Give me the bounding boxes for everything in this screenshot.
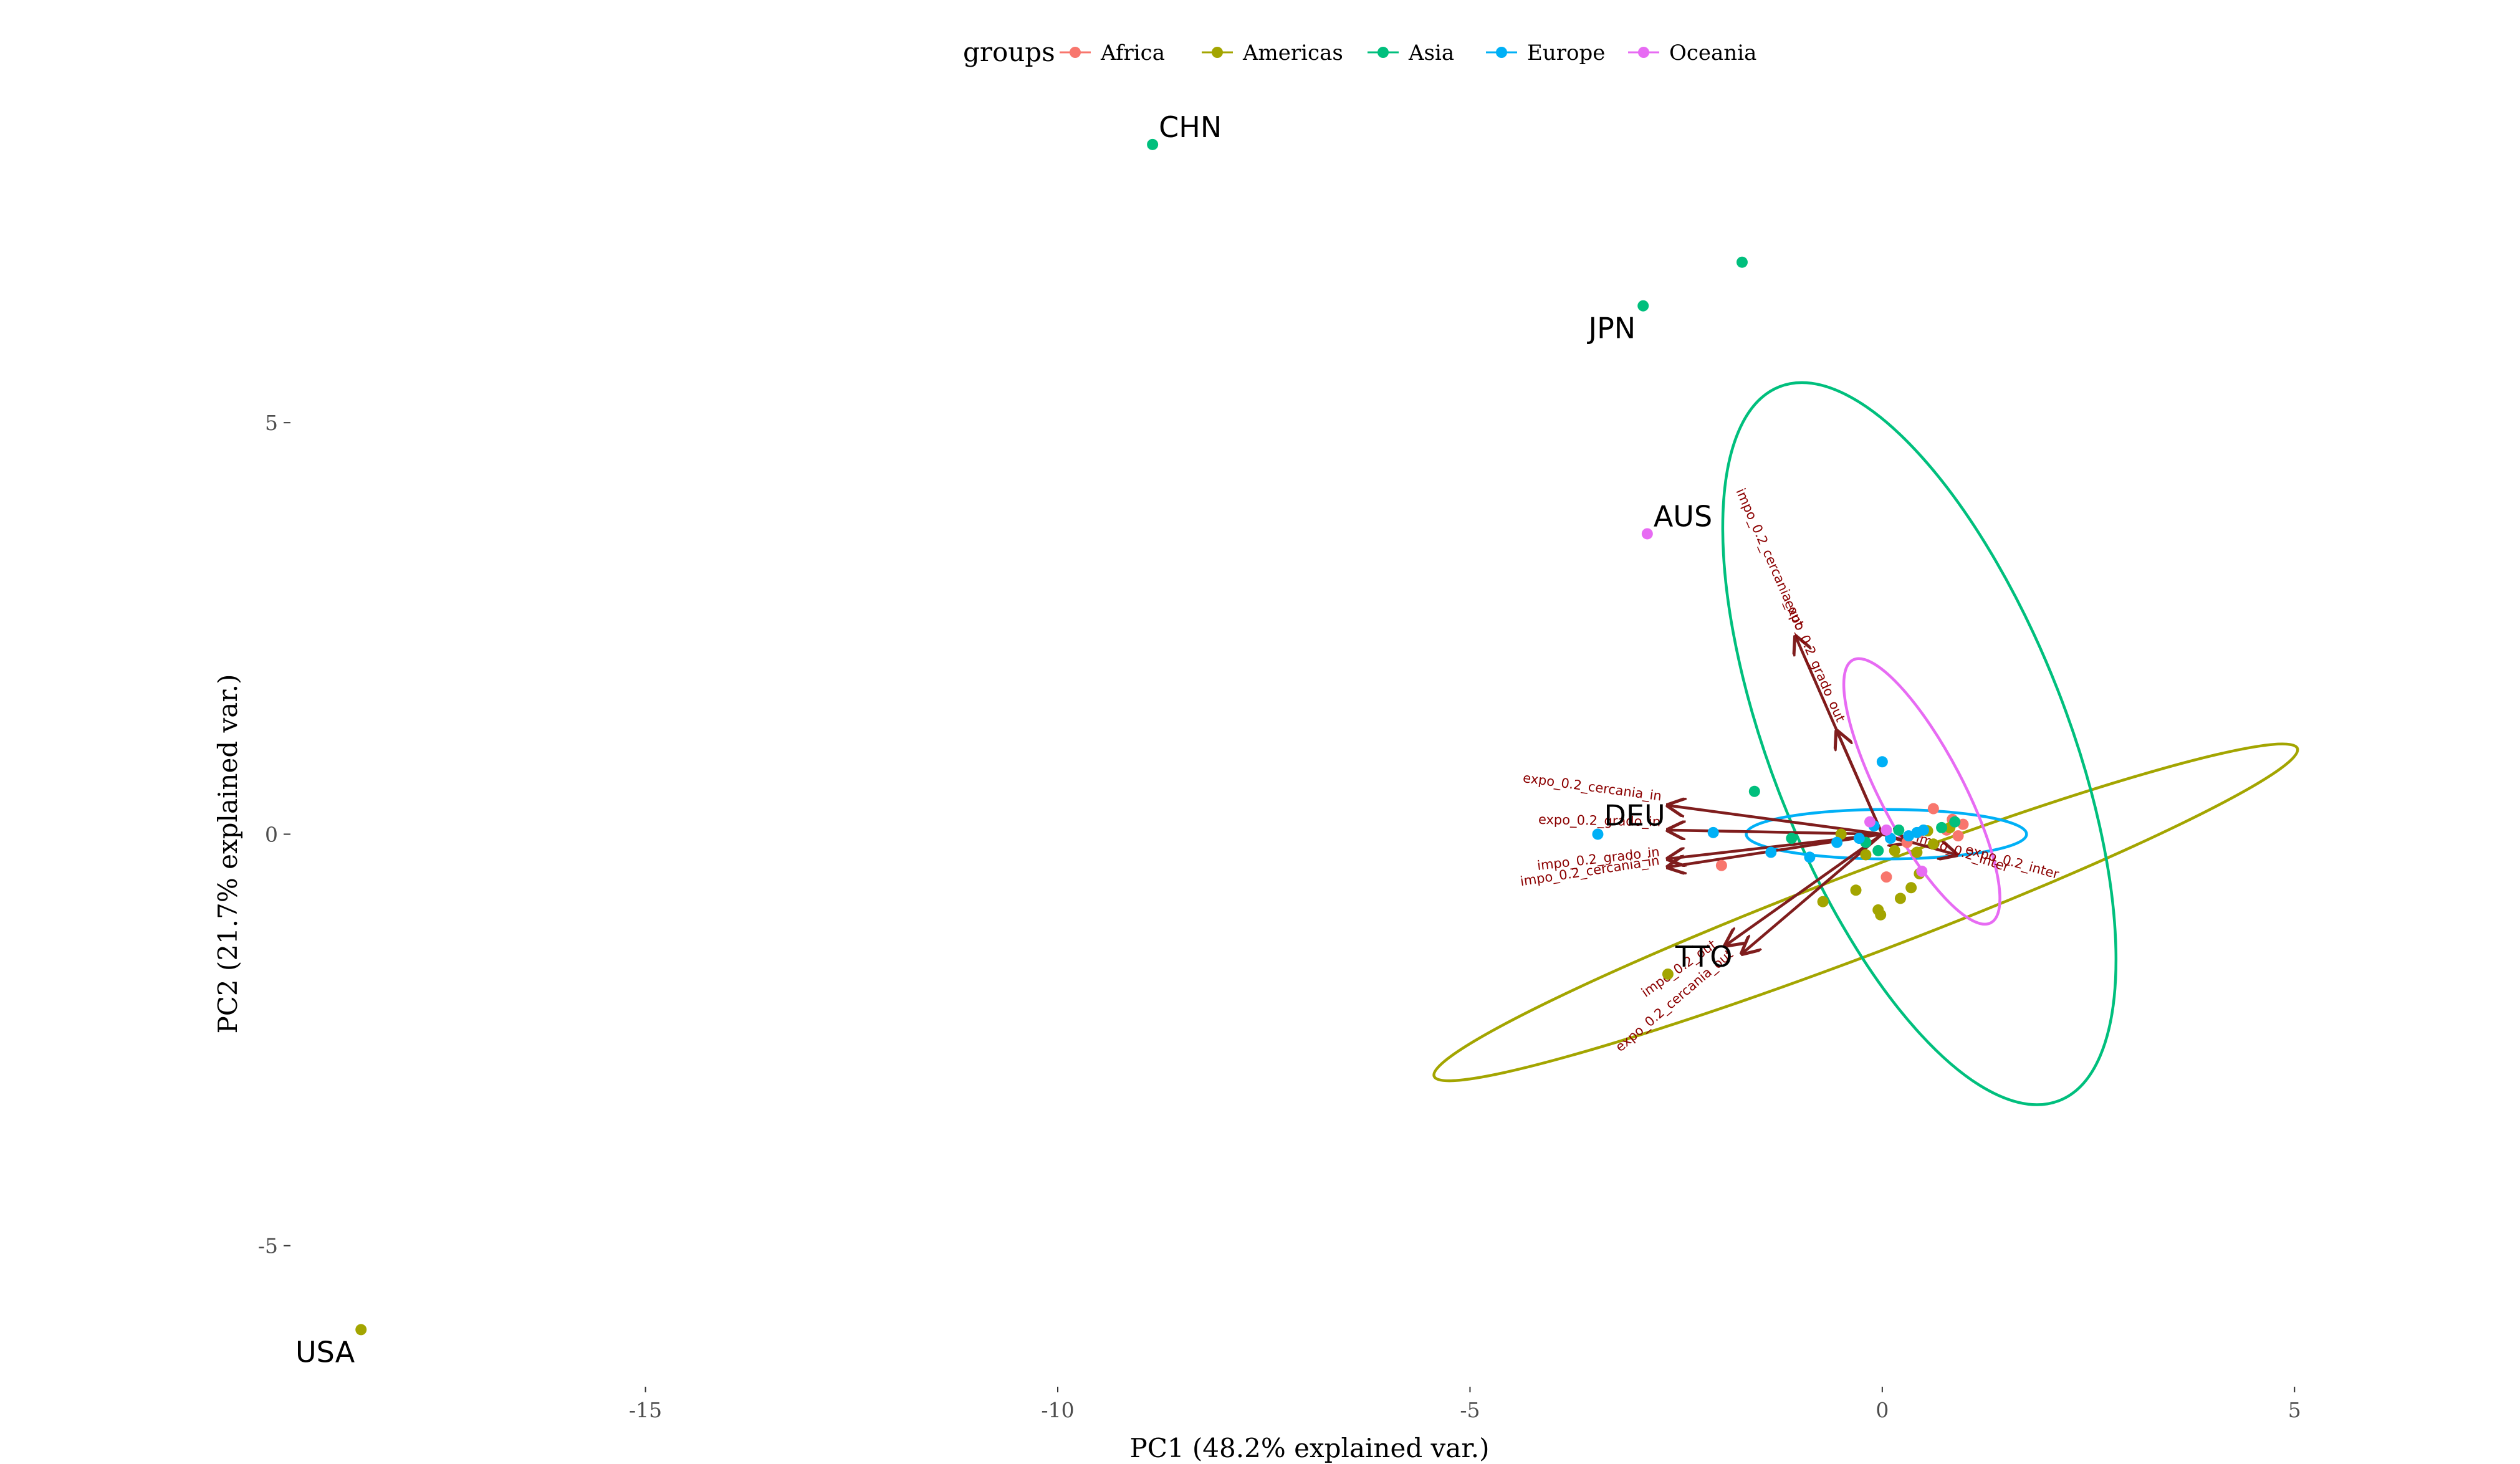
loading-arrow xyxy=(1742,833,1884,953)
point-label: AUS xyxy=(1654,499,1712,533)
x-axis-title: PC1 (48.2% explained var.) xyxy=(1129,1433,1489,1463)
data-points xyxy=(355,138,1969,1336)
legend-key-dot xyxy=(1212,47,1223,58)
point-europe xyxy=(1876,756,1888,768)
point-oceania xyxy=(1880,824,1892,836)
point-africa xyxy=(1927,803,1939,815)
point-label: USA xyxy=(295,1335,355,1369)
legend-key-dot xyxy=(1638,47,1649,58)
legend-label: Oceania xyxy=(1669,41,1756,65)
point-label: DEU xyxy=(1604,798,1665,832)
y-tick-label: 5 xyxy=(265,411,278,435)
point-europe xyxy=(1592,828,1604,840)
point-asia xyxy=(1736,256,1748,268)
point-americas xyxy=(355,1324,367,1336)
ellipse-asia xyxy=(1721,381,2118,1106)
y-tick-label: 0 xyxy=(265,822,278,846)
y-axis-title: PC2 (21.7% explained var.) xyxy=(213,674,243,1033)
point-asia xyxy=(1147,138,1159,150)
x-tick-label: -10 xyxy=(1041,1398,1074,1422)
point-europe xyxy=(1831,836,1843,848)
point-label: TTO xyxy=(1675,940,1733,974)
ellipse-americas xyxy=(1432,742,2299,1083)
point-asia xyxy=(1949,816,1961,828)
legend-label: Europe xyxy=(1527,41,1605,65)
point-americas xyxy=(1662,968,1674,980)
point-oceania xyxy=(1916,865,1928,877)
x-tick-label: -5 xyxy=(1460,1398,1480,1422)
axes: -15 -10 -5 0 5 -5 0 5 xyxy=(258,411,2301,1422)
point-asia xyxy=(1936,821,1948,833)
legend-label: Americas xyxy=(1242,41,1343,65)
point-europe xyxy=(1765,846,1777,858)
legend-title: groups xyxy=(963,37,1055,67)
point-oceania xyxy=(1641,528,1653,540)
point-europe xyxy=(1903,830,1915,842)
point-africa xyxy=(1880,871,1892,883)
point-americas xyxy=(1860,849,1872,861)
point-americas xyxy=(1817,896,1829,907)
ellipse-layer xyxy=(1432,381,2299,1106)
point-americas xyxy=(1875,909,1887,921)
point-americas xyxy=(1911,846,1923,858)
point-americas xyxy=(1889,844,1900,856)
point-asia xyxy=(1637,300,1649,312)
ellipse-europe xyxy=(1745,808,2028,861)
point-europe xyxy=(1917,824,1929,836)
point-americas xyxy=(1905,882,1917,894)
point-label: JPN xyxy=(1587,312,1636,345)
point-asia xyxy=(1893,824,1905,836)
point-label: CHN xyxy=(1159,110,1222,144)
point-asia xyxy=(1748,785,1760,797)
legend-key-dot xyxy=(1377,47,1389,58)
x-tick-label: -15 xyxy=(629,1398,662,1422)
x-tick-label: 0 xyxy=(1876,1398,1889,1422)
loading-arrows: expo_0.2_cercania_inexpo_0.2_grado_inimp… xyxy=(1519,486,2061,1055)
point-asia xyxy=(1872,844,1884,856)
point-americas xyxy=(1850,884,1862,896)
legend-key-dot xyxy=(1496,47,1507,58)
loading-arrow xyxy=(1726,833,1884,945)
point-africa xyxy=(1715,859,1727,871)
point-europe xyxy=(1804,851,1816,863)
point-asia xyxy=(1786,833,1798,844)
point-oceania xyxy=(1864,816,1876,828)
point-americas xyxy=(1894,892,1906,904)
legend: groups Africa Americas Asia Europe Oceania xyxy=(963,37,1756,67)
y-tick-label: -5 xyxy=(258,1234,278,1258)
point-labels: CHN JPN AUS DEU TTO USA xyxy=(295,110,1733,1369)
legend-label: Asia xyxy=(1408,41,1454,65)
ellipse-oceania xyxy=(1842,657,2001,926)
loading-label: expo_0.2_grado_in xyxy=(1538,812,1661,830)
loading-arrow xyxy=(1837,731,1884,835)
legend-key-dot xyxy=(1070,47,1081,58)
x-tick-label: 5 xyxy=(2288,1398,2301,1422)
point-europe xyxy=(1707,826,1719,838)
point-africa xyxy=(1952,830,1964,842)
legend-label: Africa xyxy=(1100,41,1165,65)
loading-label: expo_0.2_grado_out xyxy=(1781,598,1848,725)
point-americas xyxy=(1927,838,1939,850)
point-europe xyxy=(1853,833,1865,844)
loading-arrow xyxy=(1668,805,1883,836)
